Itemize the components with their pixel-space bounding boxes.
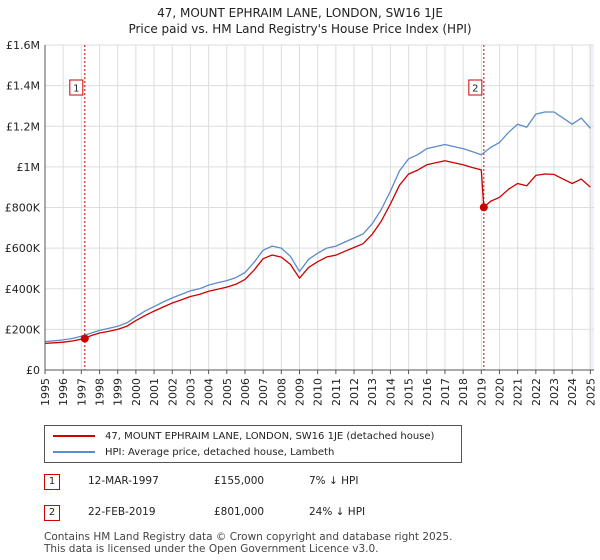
x-tick-label: 2003 [184, 378, 197, 406]
x-tick-label: 1995 [39, 378, 52, 406]
x-tick-label: 1998 [94, 378, 107, 406]
y-tick-label: £1M [17, 161, 41, 174]
sale-hpi-diff: 7% ↓ HPI [309, 475, 359, 487]
chart-legend: 47, MOUNT EPHRAIM LANE, LONDON, SW16 1JE… [44, 425, 462, 463]
x-tick-label: 2024 [566, 378, 579, 406]
legend-price-swatch [53, 435, 95, 437]
price-paid-line [44, 160, 591, 345]
x-tick-label: 2005 [221, 378, 234, 406]
sale-point [479, 203, 488, 212]
x-tick-label: 2006 [239, 378, 252, 406]
x-tick-label: 2017 [439, 378, 452, 406]
x-tick-label: 2009 [294, 378, 307, 406]
sale-price: £801,000 [214, 506, 265, 518]
x-tick-label: 1997 [75, 378, 88, 406]
sale-marker-label: 1 [73, 84, 79, 95]
x-tick-label: 2019 [475, 378, 488, 406]
footer-licence: This data is licensed under the Open Gov… [44, 543, 379, 555]
sale-marker-box [468, 79, 483, 96]
x-tick-label: 2023 [548, 378, 561, 406]
x-tick-label: 1996 [57, 378, 70, 406]
x-tick-label: 2018 [457, 378, 470, 406]
x-tick-label: 2012 [348, 378, 361, 406]
x-tick-label: 2021 [512, 378, 525, 406]
x-tick-label: 2004 [203, 378, 216, 406]
legend-hpi-swatch [53, 451, 95, 453]
x-tick-label: 2001 [148, 378, 161, 406]
legend-item-price: 47, MOUNT EPHRAIM LANE, LONDON, SW16 1JE… [53, 428, 434, 444]
sale-date: 12-MAR-1997 [88, 475, 159, 487]
footer-copyright: Contains HM Land Registry data © Crown c… [44, 531, 453, 543]
y-tick-label: £400K [5, 283, 41, 296]
hpi-line [44, 111, 591, 343]
x-tick-label: 2002 [166, 378, 179, 406]
x-tick-label: 2015 [403, 378, 416, 406]
x-tick-label: 2016 [421, 378, 434, 406]
x-tick-label: 1999 [112, 378, 125, 406]
x-tick-label: 2013 [366, 378, 379, 406]
x-tick-label: 2014 [384, 378, 397, 406]
legend-item-hpi: HPI: Average price, detached house, Lamb… [53, 444, 334, 460]
x-tick-label: 2011 [330, 378, 343, 406]
y-tick-label: £1.6M [6, 39, 40, 52]
sale-number-badge: 1 [44, 474, 60, 490]
y-tick-label: £200K [5, 323, 41, 336]
x-tick-label: 2025 [584, 378, 597, 406]
y-tick-label: £800K [5, 202, 41, 215]
x-tick-label: 2007 [257, 378, 270, 406]
legend-hpi-label: HPI: Average price, detached house, Lamb… [105, 446, 335, 458]
sale-price: £155,000 [214, 475, 265, 487]
y-tick-label: £1.4M [6, 80, 40, 93]
price-chart: £0 £200K £400K £600K £800K £1M £1.2M £1.4M £1.6M… [5, 39, 598, 406]
sale-point [80, 334, 89, 343]
y-tick-label: £0 [26, 364, 40, 377]
x-tick-label: 2022 [530, 378, 543, 406]
y-tick-label: £600K [5, 242, 41, 255]
sale-number-badge: 2 [44, 505, 60, 521]
x-tick-label: 2008 [275, 378, 288, 406]
sale-date: 22-FEB-2019 [88, 506, 156, 518]
chart-subtitle: Price paid vs. HM Land Registry's House … [128, 22, 472, 36]
legend-price-label: 47, MOUNT EPHRAIM LANE, LONDON, SW16 1JE… [105, 430, 435, 442]
sale-hpi-diff: 24% ↓ HPI [309, 506, 366, 518]
chart-title: 47, MOUNT EPHRAIM LANE, LONDON, SW16 1JE [157, 6, 443, 20]
sale-marker-box [69, 79, 84, 96]
y-tick-label: £1.2M [6, 120, 40, 133]
x-tick-label: 2010 [312, 378, 325, 406]
x-tick-label: 2020 [493, 378, 506, 406]
x-tick-label: 2000 [130, 378, 143, 406]
sale-marker-label: 2 [472, 84, 478, 95]
